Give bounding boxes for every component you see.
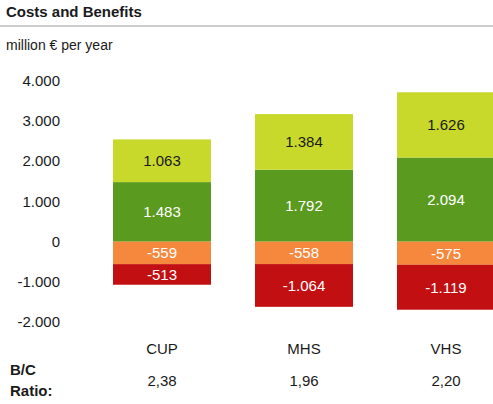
ratio-value: 1,96 — [289, 372, 318, 389]
y-tick — [62, 121, 66, 122]
bars — [113, 92, 493, 309]
bar-segment — [255, 242, 353, 264]
y-tick — [62, 322, 66, 323]
bar-segment — [397, 92, 493, 157]
bar-segment — [113, 242, 211, 264]
data-labels: 1.483 1.792 2.094 1.063 1.384 1.626 -559 -558 -5… — [143, 116, 466, 295]
y-tick-label: -1.000 — [17, 273, 60, 290]
data-label: -575 — [431, 245, 461, 262]
y-tick-label: 3.000 — [22, 112, 60, 129]
y-tick — [62, 281, 66, 282]
x-axis: CUP MHS VHS — [146, 340, 461, 357]
chart-root: Costs and Benefits million € per year -2.0… — [0, 0, 493, 404]
y-tick-label: 1.000 — [22, 193, 60, 210]
ratio-title-line: B/C — [10, 361, 36, 378]
y-tick-label: 0 — [52, 233, 60, 250]
ratio-value: 2,38 — [147, 372, 176, 389]
y-tick — [62, 201, 66, 202]
y-tick-label: -2.000 — [17, 313, 60, 330]
data-label: 1.483 — [143, 203, 181, 220]
ratio-row: B/C Ratio: 2,38 1,96 2,20 — [10, 361, 461, 399]
ratio-title-line: Ratio: — [10, 382, 53, 399]
bar-segment — [113, 139, 211, 182]
data-label: -558 — [289, 244, 319, 261]
data-label: -1.064 — [283, 277, 326, 294]
bar-segment — [255, 264, 353, 307]
y-axis: -2.000 -1.000 0 1.000 2.000 3.000 4.000 — [17, 72, 66, 330]
title: Costs and Benefits — [6, 3, 142, 20]
data-label: 1.626 — [427, 116, 465, 133]
y-tick — [62, 241, 66, 242]
x-tick-label: CUP — [146, 340, 178, 357]
data-label: -1.119 — [425, 279, 466, 296]
data-label: 1.063 — [143, 152, 181, 169]
bar-segment — [397, 158, 493, 242]
bar-segment — [113, 182, 211, 242]
y-tick-label: 4.000 — [22, 72, 60, 89]
bar-segment — [397, 242, 493, 265]
subtitle: million € per year — [6, 37, 113, 53]
data-label: -513 — [147, 266, 177, 283]
data-label: -559 — [147, 244, 177, 261]
bar-segment — [113, 264, 211, 285]
ratio-title: B/C Ratio: — [10, 361, 53, 399]
bar-segment — [397, 265, 493, 310]
title-rule — [0, 26, 493, 27]
bar-segment — [255, 170, 353, 242]
data-label: 2.094 — [427, 191, 465, 208]
x-tick-label: MHS — [287, 340, 320, 357]
y-tick-label: 2.000 — [22, 152, 60, 169]
y-tick — [62, 81, 66, 82]
data-label: 1.792 — [285, 197, 323, 214]
data-label: 1.384 — [285, 133, 323, 150]
ratio-value: 2,20 — [431, 372, 460, 389]
bar-segment — [255, 114, 353, 170]
x-tick-label: VHS — [431, 340, 462, 357]
y-tick — [62, 161, 66, 162]
